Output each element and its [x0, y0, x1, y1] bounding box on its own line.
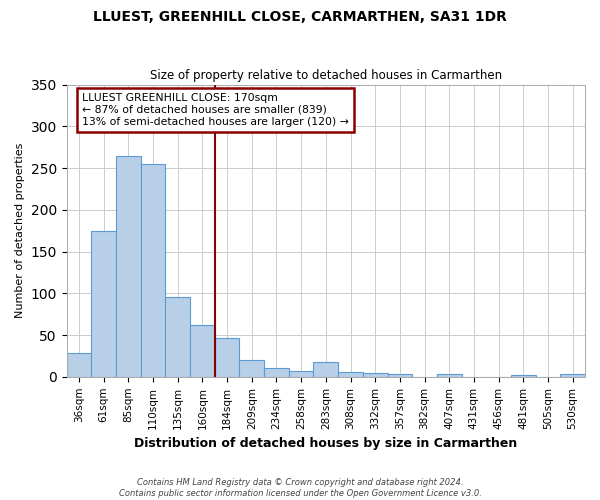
Text: LLUEST, GREENHILL CLOSE, CARMARTHEN, SA31 1DR: LLUEST, GREENHILL CLOSE, CARMARTHEN, SA3… [93, 10, 507, 24]
X-axis label: Distribution of detached houses by size in Carmarthen: Distribution of detached houses by size … [134, 437, 517, 450]
Bar [338, 372, 363, 377]
Bar [313, 362, 338, 377]
Bar [289, 371, 313, 377]
Y-axis label: Number of detached properties: Number of detached properties [15, 143, 25, 318]
Bar [560, 374, 585, 377]
Bar [388, 374, 412, 377]
Title: Size of property relative to detached houses in Carmarthen: Size of property relative to detached ho… [150, 69, 502, 82]
Bar [166, 298, 190, 377]
Bar [437, 374, 461, 377]
Bar [511, 375, 536, 377]
Text: Contains HM Land Registry data © Crown copyright and database right 2024.
Contai: Contains HM Land Registry data © Crown c… [119, 478, 481, 498]
Bar [363, 374, 388, 377]
Text: LLUEST GREENHILL CLOSE: 170sqm
← 87% of detached houses are smaller (839)
13% of: LLUEST GREENHILL CLOSE: 170sqm ← 87% of … [82, 94, 349, 126]
Bar [215, 338, 239, 377]
Bar [141, 164, 166, 377]
Bar [91, 230, 116, 377]
Bar [264, 368, 289, 377]
Bar [239, 360, 264, 377]
Bar [116, 156, 141, 377]
Bar [190, 325, 215, 377]
Bar [67, 354, 91, 377]
